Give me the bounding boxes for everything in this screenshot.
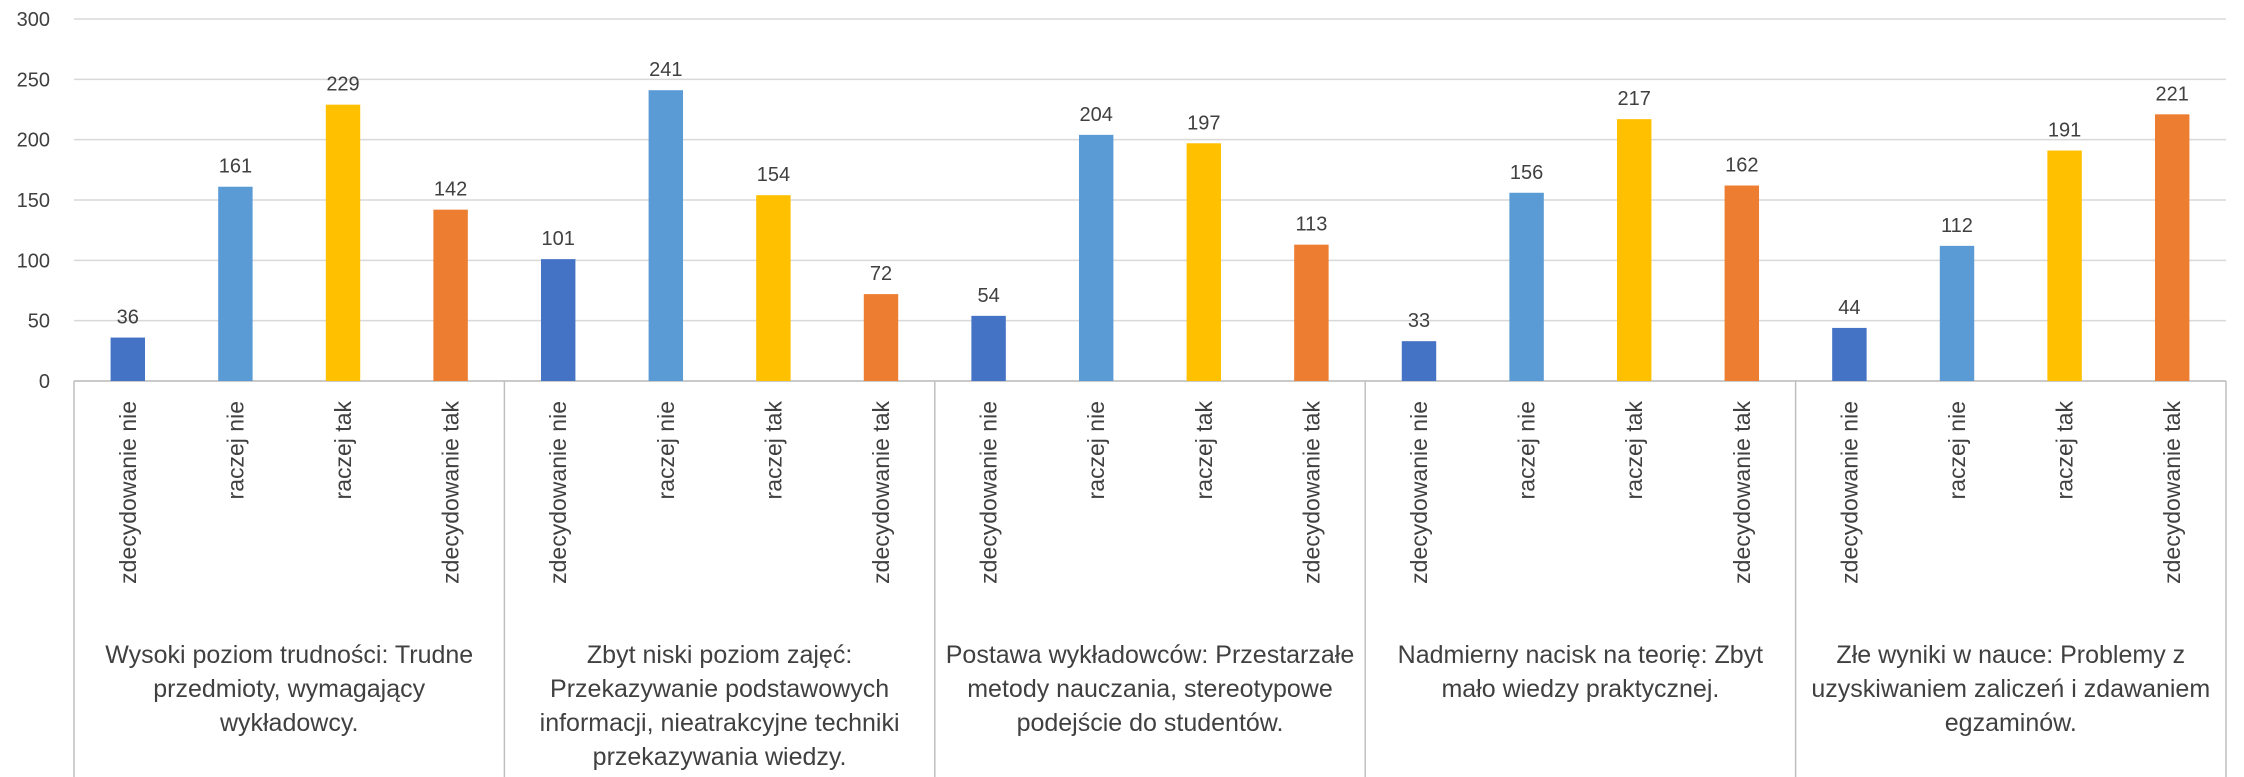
- y-tick-label: 0: [39, 371, 50, 393]
- y-tick-label: 200: [17, 130, 50, 152]
- group-label: Postawa wykładowców: Przestarzałe metody…: [945, 641, 1355, 737]
- category-label: zdecydowanie tak: [2159, 401, 2185, 584]
- bar: [1939, 245, 1975, 381]
- bar: [1078, 134, 1114, 381]
- data-label: 44: [1838, 297, 1860, 319]
- category-label: raczej nie: [1944, 401, 1970, 499]
- category-label: raczej nie: [653, 401, 679, 499]
- data-label: 142: [434, 179, 467, 201]
- category-label: zdecydowanie nie: [1406, 401, 1432, 584]
- bar: [1509, 192, 1544, 381]
- bar: [1616, 119, 1652, 382]
- category-label: raczej nie: [1514, 401, 1540, 499]
- bar: [2047, 150, 2082, 381]
- y-tick-label: 250: [17, 69, 50, 91]
- bar: [110, 337, 146, 381]
- data-label: 162: [1725, 155, 1758, 177]
- data-label: 154: [757, 164, 790, 186]
- bar: [971, 315, 1006, 381]
- bar: [863, 294, 899, 381]
- group-label: Zbyt niski poziom zajęć: Przekazywanie p…: [539, 641, 900, 771]
- bar: [1186, 143, 1222, 381]
- category-label: zdecydowanie nie: [115, 401, 141, 584]
- category-label: zdecydowanie tak: [438, 401, 464, 584]
- data-label: 113: [1295, 214, 1327, 236]
- data-label: 229: [326, 74, 359, 96]
- category-label: raczej tak: [330, 401, 356, 500]
- bar: [756, 195, 791, 381]
- data-label: 156: [1510, 162, 1543, 184]
- y-tick-label: 50: [28, 311, 50, 333]
- data-label: 33: [1408, 310, 1430, 332]
- category-label: raczej tak: [760, 401, 786, 500]
- bar: [540, 259, 576, 381]
- y-tick-label: 150: [17, 190, 50, 212]
- bar: [1294, 244, 1329, 381]
- bar: [1724, 185, 1760, 381]
- category-label: zdecydowanie nie: [545, 401, 571, 584]
- bar: [1832, 327, 1867, 381]
- category-label: zdecydowanie tak: [868, 401, 894, 584]
- category-label: zdecydowanie tak: [1298, 401, 1324, 584]
- category-label: raczej nie: [1083, 401, 1109, 499]
- data-label: 161: [219, 156, 252, 178]
- category-label: raczej nie: [222, 401, 248, 499]
- data-label: 204: [1080, 104, 1113, 126]
- data-label: 241: [649, 59, 682, 81]
- category-label: zdecydowanie nie: [976, 401, 1002, 584]
- bar: [433, 209, 468, 381]
- y-tick-label: 300: [17, 9, 50, 31]
- category-label: raczej tak: [1621, 401, 1647, 500]
- y-tick-label: 100: [17, 250, 50, 272]
- category-label: raczej tak: [2052, 401, 2078, 500]
- bar: [325, 104, 361, 381]
- data-label: 197: [1187, 112, 1220, 134]
- group-label: Wysoki poziom trudności: Trudne przedmio…: [105, 641, 474, 737]
- data-label: 36: [117, 307, 139, 329]
- data-label: 54: [977, 285, 999, 307]
- data-label: 72: [870, 263, 892, 285]
- bar: [1401, 341, 1437, 381]
- category-label: zdecydowanie nie: [1836, 401, 1862, 584]
- data-label: 191: [2048, 120, 2081, 142]
- data-label: 221: [2156, 83, 2189, 105]
- data-label: 217: [1618, 88, 1651, 110]
- group-label: Nadmierny nacisk na teorię: Zbyt mało wi…: [1397, 641, 1764, 703]
- category-label: raczej tak: [1191, 401, 1217, 500]
- group-label: Złe wyniki w nauce: Problemy z uzyskiwan…: [1811, 641, 2211, 737]
- bar: [218, 186, 253, 381]
- bar: [2154, 114, 2190, 382]
- data-label: 112: [1941, 215, 1973, 237]
- category-label: zdecydowanie tak: [1729, 401, 1755, 584]
- bar: [648, 90, 684, 382]
- data-label: 101: [542, 228, 575, 250]
